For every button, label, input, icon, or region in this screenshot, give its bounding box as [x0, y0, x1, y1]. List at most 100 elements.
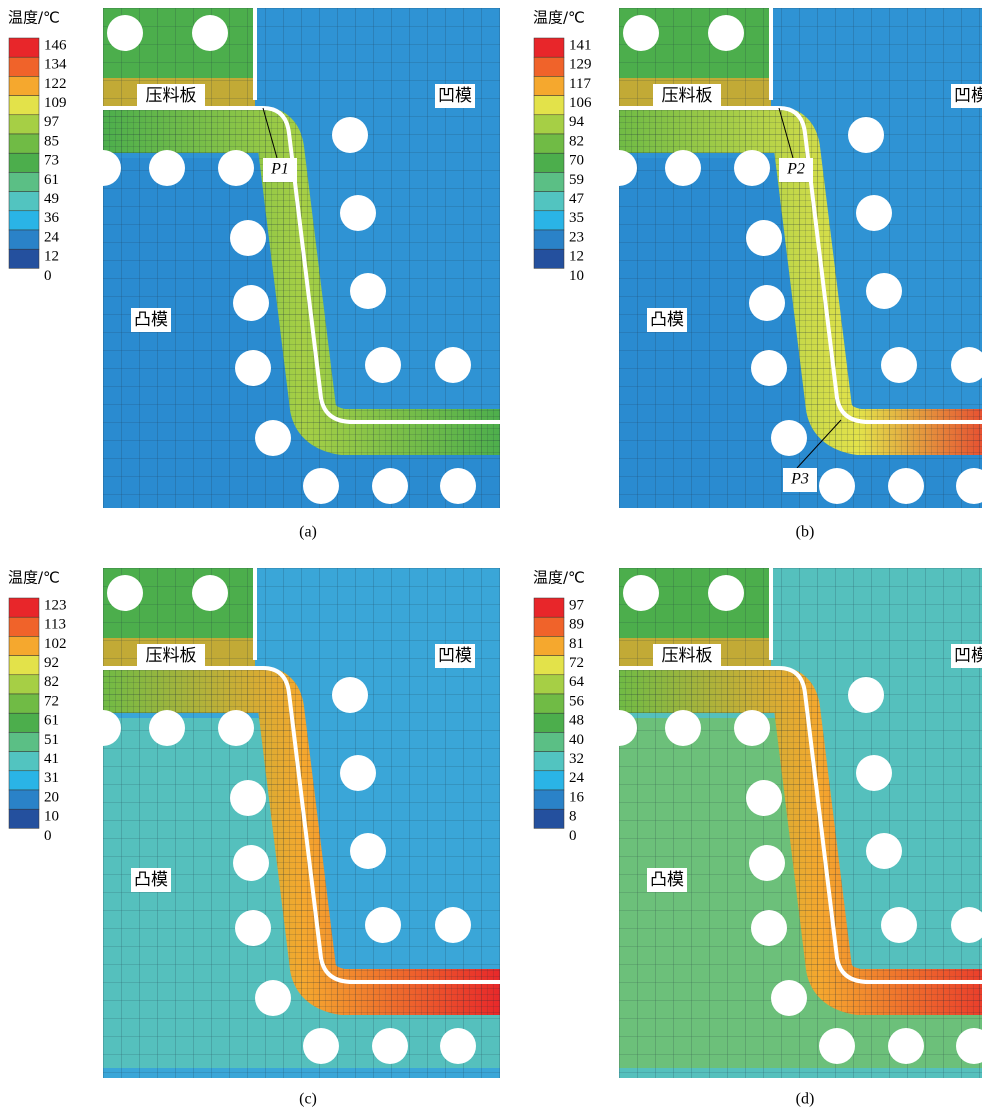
legend-swatch — [534, 76, 564, 95]
legend-tick-label: 23 — [569, 229, 584, 245]
legend-swatch — [534, 752, 564, 771]
legend-swatch — [9, 713, 39, 732]
legend-swatch — [9, 675, 39, 694]
cooling-hole — [440, 1028, 476, 1064]
legend-tick-label: 24 — [569, 770, 585, 786]
legend-tick-label: 97 — [44, 114, 60, 130]
legend: 温度/℃1231131029282726151413120100 — [8, 569, 67, 844]
legend-swatch — [534, 57, 564, 76]
cooling-hole — [888, 1028, 924, 1064]
legend-tick-label: 92 — [44, 655, 59, 671]
region-label: 凹模 — [954, 86, 982, 106]
legend-swatch — [534, 617, 564, 636]
region-label: 凸模 — [134, 870, 168, 890]
legend-swatch — [9, 153, 39, 172]
legend-swatch — [534, 598, 564, 617]
figure: 温度/℃14613412210997857361493624120压料板凹模凸模… — [0, 0, 982, 1116]
legend-swatch — [534, 38, 564, 57]
contour-plot: 压料板凹模凸模P2P3 — [601, 8, 982, 508]
contour-plot: 压料板凹模凸模 — [85, 568, 503, 1078]
cooling-hole — [601, 150, 637, 186]
legend-swatch — [9, 249, 39, 268]
cooling-hole — [856, 755, 892, 791]
cooling-hole — [708, 15, 744, 51]
legend-tick-label: 97 — [569, 597, 585, 613]
cooling-hole — [350, 273, 386, 309]
legend-tick-label: 40 — [569, 732, 584, 748]
legend-tick-label: 73 — [44, 153, 59, 169]
point-label: P3 — [790, 471, 809, 488]
cooling-hole — [255, 980, 291, 1016]
region-label: 凸模 — [650, 870, 684, 890]
cooling-hole — [107, 575, 143, 611]
cooling-hole — [435, 907, 471, 943]
cooling-hole — [107, 15, 143, 51]
caption: (d) — [796, 1091, 815, 1108]
legend-tick-label: 8 — [569, 809, 577, 825]
legend-tick-label: 94 — [569, 114, 585, 130]
region-label: 凸模 — [134, 310, 168, 330]
region-label: 凸模 — [650, 310, 684, 330]
cooling-hole — [866, 273, 902, 309]
legend-tick-label: 51 — [44, 732, 59, 748]
legend-tick-label: 24 — [44, 229, 60, 245]
legend-swatch — [9, 115, 39, 134]
legend-swatch — [534, 675, 564, 694]
legend-tick-label: 89 — [569, 617, 584, 633]
legend-tick-label: 20 — [44, 789, 59, 805]
legend-tick-label: 12 — [569, 249, 584, 265]
cooling-hole — [734, 710, 770, 746]
legend-tick-label: 56 — [569, 693, 585, 709]
cooling-hole — [866, 833, 902, 869]
legend-tick-label: 72 — [44, 693, 59, 709]
legend-tick-label: 10 — [569, 268, 584, 284]
cooling-hole — [435, 347, 471, 383]
cooling-hole — [708, 575, 744, 611]
legend-swatch — [534, 211, 564, 230]
cooling-hole — [601, 710, 637, 746]
cooling-hole — [749, 845, 785, 881]
caption: (c) — [299, 1091, 317, 1108]
legend-swatch — [534, 134, 564, 153]
legend-tick-label: 122 — [44, 76, 67, 92]
region-label: 压料板 — [146, 86, 197, 106]
contour-plot: 压料板凹模凸模P1 — [85, 8, 503, 508]
legend-tick-label: 129 — [569, 57, 592, 73]
cooling-hole — [819, 1028, 855, 1064]
legend-swatch — [9, 636, 39, 655]
region-label: 压料板 — [662, 646, 713, 666]
cooling-hole — [230, 220, 266, 256]
caption: (a) — [299, 524, 317, 541]
cooling-hole — [303, 468, 339, 504]
cooling-hole — [888, 468, 924, 504]
legend-title: 温度/℃ — [533, 9, 585, 27]
legend-tick-label: 35 — [569, 210, 584, 226]
legend-swatch — [534, 636, 564, 655]
legend-swatch — [9, 809, 39, 828]
legend-tick-label: 10 — [44, 809, 59, 825]
legend-swatch — [534, 694, 564, 713]
cooling-hole — [848, 677, 884, 713]
legend-swatch — [9, 617, 39, 636]
cooling-hole — [771, 980, 807, 1016]
cooling-hole — [440, 468, 476, 504]
legend-swatch — [534, 790, 564, 809]
legend-tick-label: 109 — [44, 95, 67, 111]
legend-title: 温度/℃ — [533, 569, 585, 587]
legend-tick-label: 49 — [44, 191, 59, 207]
cooling-hole — [233, 285, 269, 321]
cooling-hole — [365, 907, 401, 943]
cooling-hole — [340, 755, 376, 791]
legend-swatch — [534, 153, 564, 172]
legend-tick-label: 81 — [569, 636, 584, 652]
legend-swatch — [534, 732, 564, 751]
cooling-hole — [192, 15, 228, 51]
cooling-hole — [233, 845, 269, 881]
legend-tick-label: 16 — [569, 789, 585, 805]
legend-tick-label: 117 — [569, 76, 591, 92]
cooling-hole — [85, 150, 121, 186]
legend-swatch — [534, 96, 564, 115]
legend-tick-label: 12 — [44, 249, 59, 265]
cooling-hole — [350, 833, 386, 869]
cooling-hole — [332, 677, 368, 713]
